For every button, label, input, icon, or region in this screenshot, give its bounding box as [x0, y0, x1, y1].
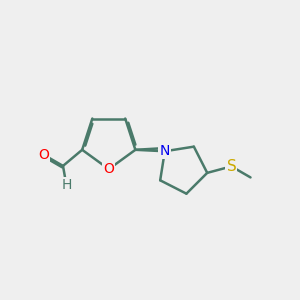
Text: N: N — [160, 144, 170, 158]
Text: S: S — [226, 159, 236, 174]
Text: H: H — [61, 178, 71, 192]
Text: O: O — [103, 162, 114, 176]
Text: O: O — [38, 148, 49, 162]
